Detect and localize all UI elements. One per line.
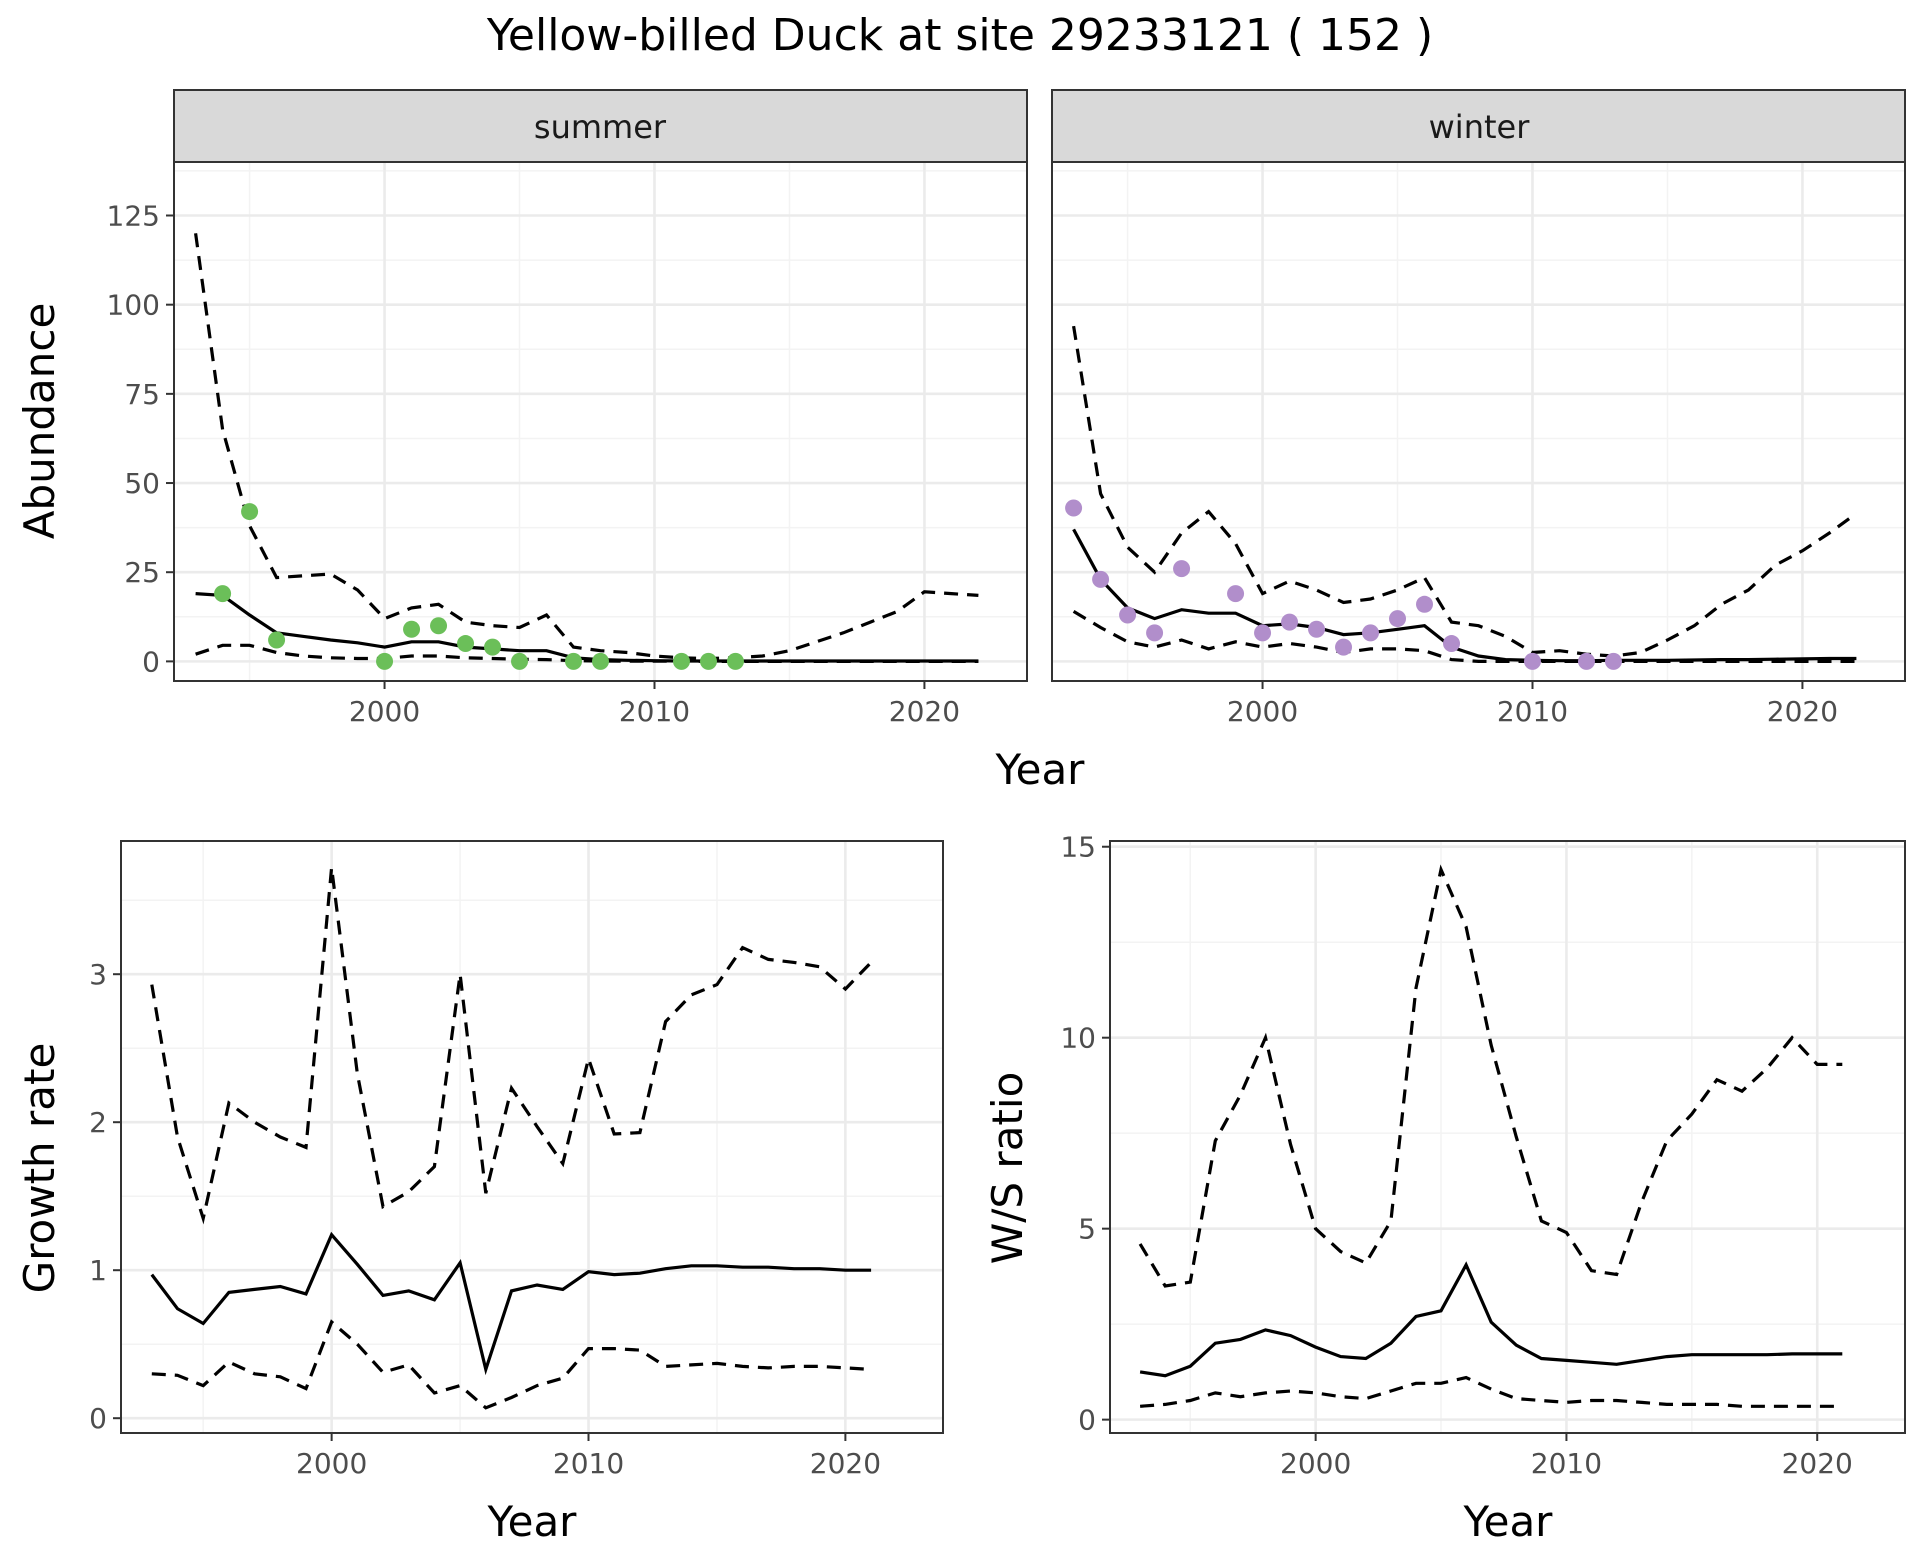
winter-x-tick-label: 2000 <box>1227 695 1298 728</box>
summer-observation-point <box>430 617 448 635</box>
ws-lower-ci-line <box>1139 1375 1843 1408</box>
winter-observation-point <box>1119 606 1137 624</box>
ws-y-tick-label: 5 <box>1078 1213 1096 1246</box>
summer-observation-point <box>565 652 583 670</box>
summer-panel: summer 0 25 50 75 100 125 2000 2010 2020 <box>107 89 1028 728</box>
winter-observation-point <box>1577 652 1595 670</box>
growth-y-tick-label: 2 <box>89 1106 107 1139</box>
summer-strip-label: summer <box>534 108 667 146</box>
winter-lower-ci-line <box>1072 610 1857 663</box>
abundance-facet-plot: Abundance Year summer 0 25 50 75 100 125 2000… <box>15 89 1906 794</box>
summer-observation-point <box>457 635 475 653</box>
summer-observation-point <box>268 631 286 649</box>
ws-x-tick-label: 2010 <box>1531 1447 1602 1480</box>
winter-mean-line <box>1072 528 1857 663</box>
winter-observation-point <box>1335 638 1353 656</box>
summer-observation-point <box>699 652 717 670</box>
summer-observation-point <box>403 620 421 638</box>
summer-observation-point <box>511 652 529 670</box>
growth-x-tick-label: 2020 <box>810 1447 881 1480</box>
ws-y-tick-label: 15 <box>1060 831 1096 864</box>
summer-observation-point <box>592 652 609 670</box>
ws-y-tick-label: 0 <box>1078 1404 1096 1437</box>
ws-x-axis-title: Year <box>1463 1497 1554 1546</box>
summer-y-tick-label: 75 <box>124 378 160 411</box>
summer-observation-point <box>726 652 744 670</box>
ws-x-tick-label: 2000 <box>1280 1447 1351 1480</box>
summer-y-tick-label: 50 <box>124 467 160 500</box>
ws-mean-line <box>1139 1261 1843 1378</box>
growth-x-tick-label: 2000 <box>296 1447 367 1480</box>
growth-y-tick-label: 1 <box>89 1254 107 1287</box>
growth-rate-panel: Growth rate Year 0 1 2 3 2000 2010 2020 <box>15 840 944 1546</box>
summer-x-tick-label: 2020 <box>889 695 960 728</box>
growth-mean-line <box>150 1231 872 1376</box>
growth-y-tick-label: 3 <box>89 958 107 991</box>
growth-x-axis-title: Year <box>487 1497 578 1546</box>
summer-observation-point <box>672 652 690 670</box>
summer-y-tick-label: 25 <box>124 556 160 589</box>
winter-upper-ci-line <box>1072 325 1858 658</box>
summer-y-tick-label: 100 <box>107 289 160 322</box>
winter-observation-point <box>1604 652 1622 670</box>
summer-observation-point <box>241 503 259 521</box>
growth-panel-border <box>120 840 944 1434</box>
abundance-x-axis-title: Year <box>995 745 1086 794</box>
winter-observation-point <box>1416 595 1434 613</box>
summer-upper-ci-line <box>194 233 979 661</box>
abundance-y-axis-title: Abundance <box>15 303 64 540</box>
chart-title: Yellow-billed Duck at site 29233121 ( 15… <box>486 10 1433 61</box>
winter-observation-point <box>1254 624 1272 642</box>
winter-observation-point <box>1443 635 1461 653</box>
summer-x-tick-label: 2000 <box>349 695 420 728</box>
summer-y-tick-label: 125 <box>107 200 160 233</box>
ws-ratio-panel: W/S ratio Year 0 5 10 15 2000 2010 2020 <box>983 831 1906 1546</box>
ws-x-tick-label: 2020 <box>1782 1447 1853 1480</box>
winter-observation-point <box>1281 613 1299 631</box>
ws-y-axis-title: W/S ratio <box>983 1072 1032 1265</box>
summer-observation-point <box>484 638 502 656</box>
ws-y-tick-label: 10 <box>1060 1022 1096 1055</box>
winter-x-tick-label: 2020 <box>1767 695 1838 728</box>
ws-upper-ci-line <box>1138 864 1843 1288</box>
summer-strip <box>173 89 1028 163</box>
summer-y-tick-label: 0 <box>142 645 160 678</box>
winter-observation-point <box>1308 620 1326 638</box>
winter-observation-point <box>1227 585 1245 603</box>
winter-observation-point <box>1065 499 1083 517</box>
growth-y-tick-label: 0 <box>89 1402 107 1435</box>
growth-lower-ci-line <box>151 1319 872 1410</box>
winter-observation-point <box>1523 652 1541 670</box>
summer-x-tick-label: 2010 <box>619 695 690 728</box>
growth-y-axis-title: Growth rate <box>15 1043 64 1294</box>
winter-panel-border <box>1051 161 1906 682</box>
winter-observation-point <box>1092 570 1110 588</box>
winter-observation-point <box>1362 624 1380 642</box>
winter-x-tick-label: 2010 <box>1497 695 1568 728</box>
winter-strip-label: winter <box>1429 108 1531 146</box>
growth-x-tick-label: 2010 <box>553 1447 624 1480</box>
winter-observation-point <box>1389 610 1407 628</box>
winter-observation-point <box>1146 624 1164 642</box>
growth-upper-ci-line <box>150 867 873 1225</box>
summer-observation-point <box>376 652 394 670</box>
summer-observation-point <box>214 585 232 603</box>
ws-panel-border <box>1109 840 1906 1434</box>
winter-panel: winter 2000 2010 2020 <box>1051 89 1906 728</box>
summer-mean-line <box>195 592 979 663</box>
winter-strip <box>1051 89 1906 163</box>
summer-panel-border <box>173 161 1028 682</box>
winter-observation-point <box>1173 560 1191 578</box>
